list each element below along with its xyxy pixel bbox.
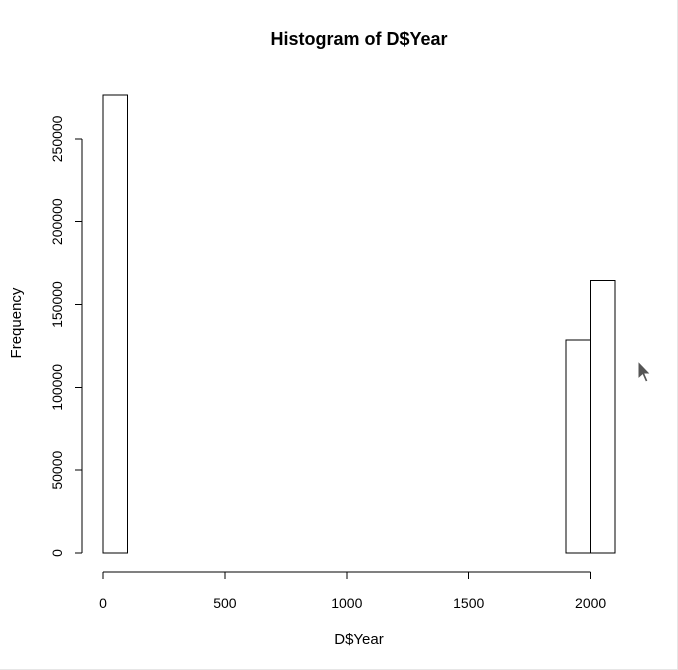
x-axis: 0 500 1000 1500 2000: [99, 571, 606, 611]
chart-title: Histogram of D$Year: [270, 29, 447, 49]
y-axis: 0 50000 100000 150000 200000 250000: [49, 115, 83, 557]
y-tick-label: 150000: [49, 281, 65, 328]
histogram-bar: [590, 280, 616, 554]
bars-layer: [102, 94, 616, 554]
mouse-pointer-icon: [637, 360, 652, 383]
x-tick-label: 0: [99, 595, 107, 611]
y-tick-label: 50000: [49, 451, 65, 490]
y-tick-label: 100000: [49, 364, 65, 411]
y-tick-label: 250000: [49, 115, 65, 162]
x-tick-label: 1000: [331, 595, 362, 611]
y-tick-label: 0: [49, 549, 65, 557]
y-axis-label: Frequency: [8, 287, 25, 358]
x-tick-label: 500: [213, 595, 237, 611]
y-tick-label: 200000: [49, 198, 65, 245]
x-tick-label: 1500: [453, 595, 484, 611]
x-axis-label: D$Year: [334, 631, 383, 648]
x-tick-label: 2000: [575, 595, 606, 611]
histogram-bar: [565, 339, 592, 554]
histogram-bar: [102, 94, 128, 554]
